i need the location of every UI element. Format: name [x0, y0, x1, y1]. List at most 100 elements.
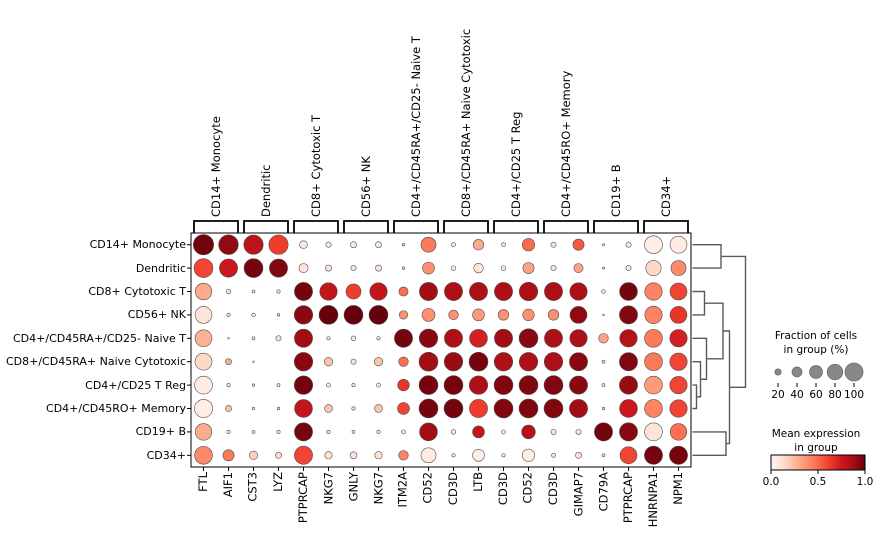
- dot: [670, 260, 687, 276]
- dot: [448, 309, 459, 321]
- dot: [550, 241, 557, 248]
- dot: [494, 282, 513, 301]
- dot: [225, 358, 232, 366]
- dot: [276, 383, 281, 387]
- dot: [569, 375, 588, 395]
- dot: [299, 240, 308, 249]
- dot: [569, 306, 588, 324]
- dot: [194, 446, 213, 465]
- dot: [472, 425, 485, 439]
- dot: [324, 404, 333, 413]
- dot: [601, 383, 606, 387]
- dot: [644, 282, 663, 301]
- dot: [325, 264, 332, 272]
- dot: [194, 329, 213, 348]
- dot: [194, 375, 213, 395]
- dot: [326, 382, 331, 388]
- size-legend-dot: [791, 366, 803, 378]
- dot: [450, 265, 457, 271]
- dot: [276, 429, 281, 434]
- dot: [219, 258, 238, 278]
- dot: [226, 429, 231, 434]
- dot: [601, 406, 606, 411]
- dot: [472, 239, 485, 251]
- group-bracket: [393, 220, 439, 233]
- dot: [619, 305, 638, 325]
- dot: [469, 329, 488, 348]
- dot: [501, 429, 506, 435]
- dot: [374, 451, 383, 460]
- dot: [625, 265, 632, 272]
- dot: [619, 399, 638, 418]
- dot: [419, 282, 438, 301]
- dot: [251, 406, 256, 411]
- dot: [418, 398, 439, 419]
- dot: [194, 306, 213, 324]
- dot: [373, 357, 384, 367]
- dot: [669, 306, 688, 324]
- dot: [501, 453, 506, 458]
- dot: [644, 375, 663, 395]
- dot: [251, 312, 256, 318]
- dot: [569, 329, 588, 348]
- group-bracket: [643, 220, 689, 233]
- dot: [547, 309, 560, 321]
- dot: [644, 352, 663, 371]
- dot: [350, 335, 357, 341]
- dot: [518, 375, 539, 395]
- dot: [543, 398, 564, 419]
- dot: [298, 263, 309, 273]
- dot: [551, 452, 556, 458]
- dot: [469, 399, 488, 418]
- dot: [518, 398, 539, 419]
- dot: [369, 282, 388, 301]
- dot: [645, 260, 662, 277]
- dot: [227, 337, 230, 340]
- dot: [644, 445, 663, 465]
- dendrogram-link: [692, 431, 727, 456]
- dot: [251, 430, 256, 434]
- dot: [619, 329, 638, 348]
- dot: [351, 430, 356, 434]
- dot: [293, 305, 314, 325]
- group-bracket: [193, 220, 239, 233]
- dot: [251, 289, 256, 294]
- dot: [351, 383, 356, 388]
- dot: [451, 453, 456, 458]
- dot: [543, 352, 564, 372]
- dot: [544, 282, 563, 301]
- dot: [376, 382, 381, 388]
- size-legend-dot: [826, 363, 844, 381]
- dot: [669, 423, 688, 441]
- dot: [451, 242, 456, 248]
- dot: [501, 242, 506, 248]
- dot: [326, 336, 331, 341]
- dot: [497, 309, 510, 321]
- dot: [601, 359, 606, 364]
- dendrogram-link: [692, 337, 708, 380]
- group-bracket: [543, 220, 589, 233]
- dot: [602, 266, 605, 270]
- dot: [294, 445, 313, 465]
- dot: [343, 305, 364, 325]
- dot: [521, 448, 536, 462]
- size-legend-title: Fraction of cells in group (%): [774, 330, 858, 356]
- dot: [375, 264, 382, 272]
- dot: [251, 336, 256, 341]
- dot: [669, 399, 688, 418]
- group-bracket: [593, 220, 639, 233]
- dot: [521, 424, 536, 440]
- dot: [376, 429, 381, 434]
- dot: [368, 305, 389, 325]
- dot: [194, 423, 213, 441]
- dot: [669, 235, 688, 254]
- dot: [598, 333, 609, 344]
- dendrogram-link: [692, 384, 698, 410]
- dot: [669, 329, 688, 348]
- dot: [276, 313, 281, 317]
- dot: [619, 446, 638, 465]
- dendrogram-link: [692, 244, 722, 269]
- dot: [394, 328, 413, 348]
- dot: [644, 235, 663, 254]
